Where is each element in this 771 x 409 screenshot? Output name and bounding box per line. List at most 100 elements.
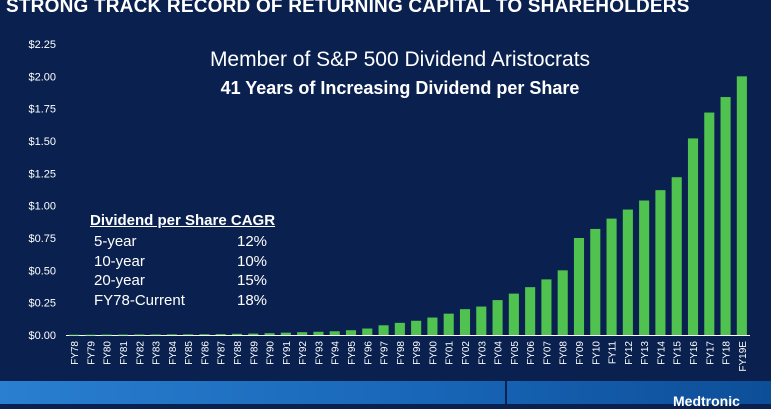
bar	[443, 313, 454, 335]
bar	[459, 309, 471, 335]
bar	[117, 334, 129, 336]
y-tick-label: $0.75	[28, 233, 56, 245]
bar	[248, 333, 259, 335]
bar	[427, 317, 438, 335]
x-tick-label: FY86	[200, 341, 211, 365]
x-tick-label: FY80	[103, 341, 114, 365]
bar	[525, 287, 536, 335]
bar	[297, 332, 308, 335]
x-tick-label: FY81	[119, 341, 130, 365]
x-tick-label: FY03	[477, 341, 488, 365]
x-tick-label: FY07	[542, 341, 553, 365]
y-tick-label: $0.25	[28, 298, 56, 310]
bar	[687, 138, 699, 335]
bar	[492, 300, 503, 335]
bar	[199, 334, 210, 336]
x-tick-label: FY97	[380, 341, 391, 365]
x-tick-label: FY94	[331, 341, 342, 365]
x-tick-label: FY16	[689, 341, 700, 365]
bar	[720, 97, 731, 335]
x-tick-label: FY92	[298, 341, 309, 365]
bar	[508, 293, 519, 335]
x-tick-label: FY18	[722, 341, 733, 365]
x-tick-label: FY12	[624, 341, 635, 365]
cagr-row: 20-year 15%	[90, 272, 277, 292]
footer-divider	[505, 381, 507, 404]
cagr-period: 20-year	[94, 272, 145, 289]
bars	[69, 76, 747, 336]
cagr-value: 15%	[237, 272, 268, 289]
x-tick-label: FY13	[640, 341, 651, 365]
cagr-row: 10-year 10%	[90, 253, 277, 273]
bar	[313, 331, 324, 335]
cagr-value: 18%	[237, 291, 268, 309]
x-tick-label: FY02	[461, 341, 472, 365]
y-tick-label: $2.00	[28, 71, 56, 83]
cagr-row: 5-year 12%	[90, 233, 277, 253]
x-tick-label: FY06	[526, 341, 537, 365]
cagr-value: 10%	[237, 252, 268, 270]
banner-title: STRONG TRACK RECORD OF RETURNING CAPITAL…	[6, 0, 690, 17]
bar	[280, 332, 291, 335]
y-tick-label: $0.50	[28, 265, 56, 277]
bar	[183, 334, 194, 336]
callout-subheadline: 41 Years of Increasing Dividend per Shar…	[220, 78, 580, 98]
bar	[476, 306, 487, 335]
x-tick-label: FY11	[608, 341, 619, 365]
bar	[345, 330, 357, 335]
x-tick-label: FY96	[363, 341, 374, 365]
bar	[231, 333, 243, 335]
bar	[166, 334, 177, 336]
x-tick-label: FY99	[412, 341, 423, 365]
bar	[639, 200, 650, 335]
x-tick-label: FY08	[559, 341, 570, 365]
x-tick-label: FY78	[70, 341, 81, 365]
x-tick-label: FY98	[396, 341, 407, 365]
bar	[85, 334, 96, 336]
x-tick-label: FY85	[184, 341, 195, 365]
callout-headline: Member of S&P 500 Dividend Aristocrats	[209, 48, 591, 71]
bar	[329, 331, 340, 335]
y-axis: $0.00 $0.25 $0.50 $0.75 $1.00 $1.25 $1.50 $1.75…	[28, 39, 56, 342]
x-axis: FY78 FY79 FY80 FY81 FY82 FY83 FY84 FY85 FY86 FY87…	[70, 341, 749, 372]
footer-band	[0, 381, 771, 404]
cagr-row: FY78-Current 18%	[90, 292, 277, 312]
x-tick-label: FY14	[656, 341, 667, 365]
cagr-period: FY78-Current	[94, 291, 185, 309]
x-tick-label: FY91	[282, 341, 293, 365]
cagr-value: 12%	[237, 233, 268, 250]
bar	[671, 177, 682, 335]
x-tick-label: FY82	[135, 341, 146, 365]
x-tick-label: FY95	[347, 341, 358, 365]
bar	[264, 333, 275, 335]
y-tick-label: $1.50	[28, 136, 56, 148]
y-tick-label: $0.00	[28, 330, 56, 342]
y-tick-label: $1.25	[28, 168, 56, 180]
cagr-table: Dividend per Share CAGR 5-year 12% 10-ye…	[90, 212, 277, 311]
bar	[736, 76, 747, 335]
x-tick-label: FY17	[705, 341, 716, 365]
y-tick-label: $2.25	[28, 39, 56, 51]
x-tick-label: FY01	[445, 341, 456, 365]
x-tick-label: FY83	[152, 341, 163, 365]
bar	[704, 112, 715, 336]
bar	[557, 270, 568, 335]
dividend-bar-chart: $0.00 $0.25 $0.50 $0.75 $1.00 $1.25 $1.50 $1.75…	[28, 39, 750, 372]
x-tick-label: FY15	[673, 341, 684, 365]
bar	[655, 190, 666, 335]
cagr-heading: Dividend per Share CAGR	[90, 212, 276, 229]
bar	[541, 279, 552, 335]
x-tick-label: FY90	[266, 341, 277, 365]
x-tick-label: FY04	[494, 341, 505, 365]
bar	[590, 228, 601, 335]
company-logo: Medtronic	[673, 393, 740, 409]
x-tick-label: FY19E	[738, 341, 749, 372]
y-tick-label: $1.00	[28, 201, 56, 213]
bar	[378, 325, 389, 335]
bar	[622, 209, 633, 335]
x-tick-label: FY89	[249, 341, 260, 365]
bar	[215, 334, 226, 335]
x-tick-label: FY10	[591, 341, 602, 365]
x-tick-label: FY09	[575, 341, 586, 365]
x-tick-label: FY05	[510, 341, 521, 365]
